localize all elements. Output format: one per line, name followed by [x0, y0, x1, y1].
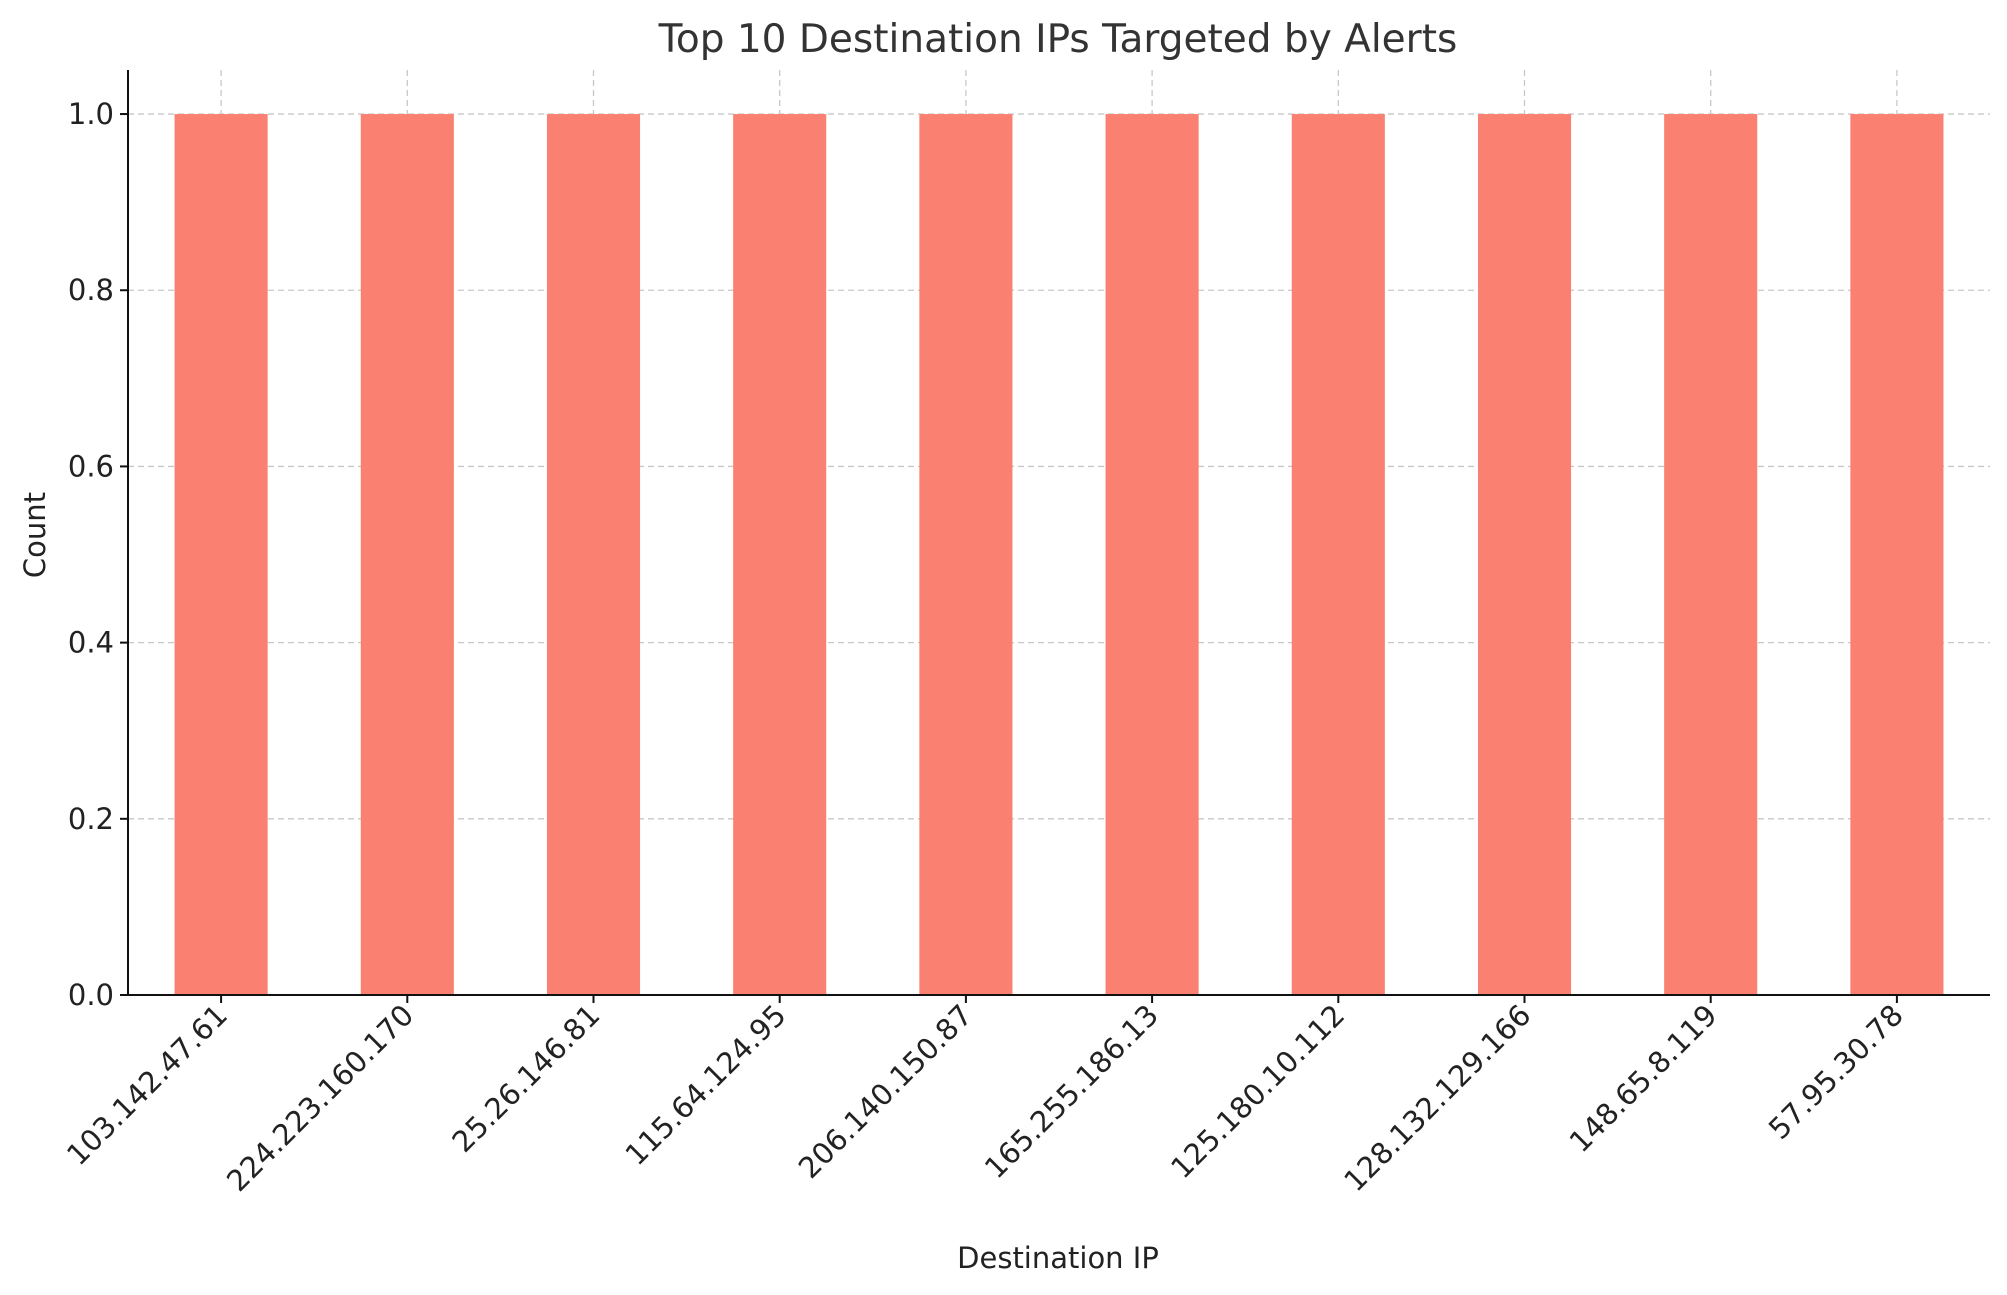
bar — [919, 114, 1013, 996]
bar — [1664, 114, 1758, 996]
x-tick-label: 148.65.8.119 — [1563, 998, 1724, 1159]
chart-title: Top 10 Destination IPs Targeted by Alert… — [658, 17, 1458, 62]
x-tick-label: 25.26.146.81 — [445, 998, 606, 1159]
bar — [1291, 114, 1385, 996]
x-tick-label: 206.140.150.87 — [792, 998, 979, 1185]
x-tick-label: 165.255.186.13 — [978, 998, 1165, 1185]
x-tick-label: 125.180.10.112 — [1164, 998, 1351, 1185]
bar — [733, 114, 827, 996]
y-ticks: 0.0 0.2 0.4 0.6 0.8 1.0 — [68, 97, 128, 1012]
x-tick-label: 224.223.160.170 — [220, 998, 420, 1198]
axes — [127, 70, 1990, 996]
x-tick-label: 128.132.129.166 — [1337, 998, 1537, 1198]
bars — [174, 114, 1944, 996]
bar — [546, 114, 641, 996]
x-axis-label: Destination IP — [957, 1241, 1159, 1275]
x-tick-label: 103.142.47.61 — [60, 998, 234, 1172]
y-tick-label: 0.8 — [68, 273, 114, 307]
y-tick-label: 1.0 — [68, 97, 114, 131]
bar — [1850, 114, 1944, 996]
bar — [174, 114, 268, 996]
y-tick-label: 0.6 — [68, 449, 114, 483]
bar — [1477, 114, 1572, 996]
bar — [360, 114, 454, 996]
y-tick-label: 0.4 — [68, 626, 114, 660]
x-tick-label: 115.64.124.95 — [619, 998, 793, 1172]
x-tick-label: 57.95.30.78 — [1762, 998, 1910, 1146]
bar — [1105, 114, 1199, 996]
y-tick-label: 0.2 — [68, 802, 114, 836]
y-axis-label: Count — [18, 492, 52, 578]
y-tick-label: 0.0 — [68, 978, 114, 1012]
